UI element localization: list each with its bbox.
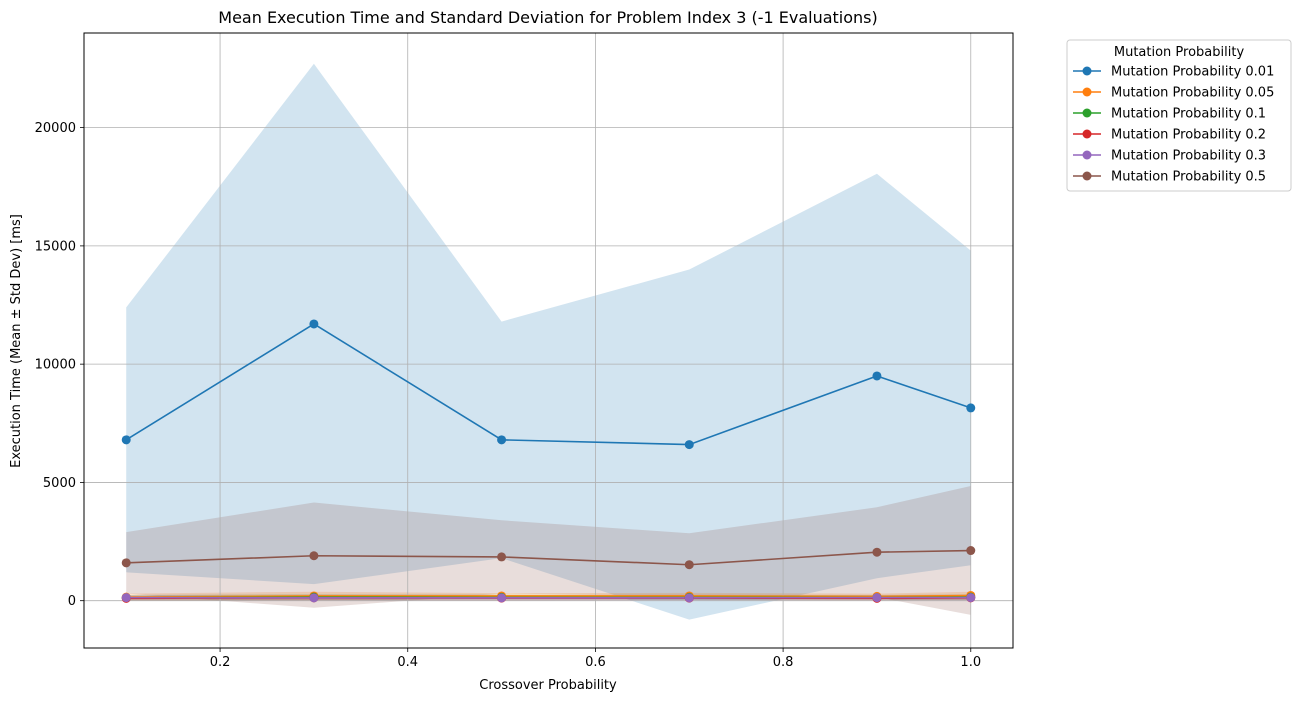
- y-tick-label: 0: [68, 594, 76, 609]
- x-tick-label: 0.6: [585, 655, 606, 670]
- data-point: [684, 440, 694, 450]
- legend-entry-label: Mutation Probability 0.1: [1111, 107, 1266, 122]
- plot-frame: [83, 32, 1014, 649]
- data-point: [497, 435, 507, 445]
- y-tick-label: 5000: [43, 476, 76, 491]
- data-point: [121, 593, 131, 603]
- data-point: [497, 552, 507, 562]
- series-line: [125, 323, 972, 446]
- x-tick-label: 0.2: [210, 655, 231, 670]
- legend-entry-label: Mutation Probability 0.3: [1111, 149, 1266, 164]
- data-point: [872, 371, 882, 381]
- legend-marker: [1082, 66, 1092, 76]
- y-tick-label: 10000: [35, 358, 76, 373]
- std-dev-band: [126, 63, 971, 620]
- legend-marker: [1082, 171, 1092, 181]
- x-tick-label: 1.0: [960, 655, 981, 670]
- series-line: [126, 549, 971, 566]
- grid-lines: [84, 33, 1013, 648]
- data-point: [309, 551, 319, 561]
- x-tick-label: 0.4: [397, 655, 418, 670]
- series-markers: [121, 319, 976, 603]
- legend-marker: [1082, 108, 1092, 118]
- legend-frame: [1066, 39, 1292, 192]
- data-point: [966, 403, 976, 413]
- data-point: [966, 546, 976, 556]
- legend-marker: [1082, 87, 1092, 97]
- legend-title: Mutation Probability: [1114, 45, 1245, 60]
- std-dev-band: [126, 485, 971, 615]
- x-axis-ticks: 0.2 0.4 0.6 0.8 1.0: [210, 648, 981, 670]
- x-tick-label: 0.8: [773, 655, 794, 670]
- legend-marker: [1082, 150, 1092, 160]
- legend-entry-label: Mutation Probability 0.5: [1111, 170, 1266, 185]
- legend-marker: [1082, 129, 1092, 139]
- legend-entry-label: Mutation Probability 0.01: [1111, 65, 1274, 80]
- legend-entry-label: Mutation Probability 0.2: [1111, 128, 1266, 143]
- series-lines: [125, 323, 972, 600]
- data-point: [309, 593, 319, 603]
- data-point: [966, 593, 976, 603]
- series-line: [126, 594, 971, 598]
- chart-title: Mean Execution Time and Standard Deviati…: [218, 8, 877, 27]
- data-point: [684, 560, 694, 570]
- y-axis-ticks: 0 5000 10000 15000 20000: [35, 121, 84, 609]
- data-point: [872, 593, 882, 603]
- data-point: [121, 558, 131, 568]
- legend-entry-label: Mutation Probability 0.05: [1111, 86, 1274, 101]
- y-axis-label: Execution Time (Mean ± Std Dev) [ms]: [9, 214, 24, 468]
- y-tick-label: 20000: [35, 121, 76, 136]
- std-dev-bands: [126, 63, 971, 620]
- data-point: [497, 593, 507, 603]
- data-point: [121, 435, 131, 445]
- data-point: [309, 319, 319, 329]
- x-axis-label: Crossover Probability: [479, 678, 617, 693]
- data-point: [684, 593, 694, 603]
- data-point: [872, 547, 882, 557]
- legend: Mutation Probability Mutation Probabilit…: [1066, 39, 1292, 192]
- y-tick-label: 15000: [35, 239, 76, 254]
